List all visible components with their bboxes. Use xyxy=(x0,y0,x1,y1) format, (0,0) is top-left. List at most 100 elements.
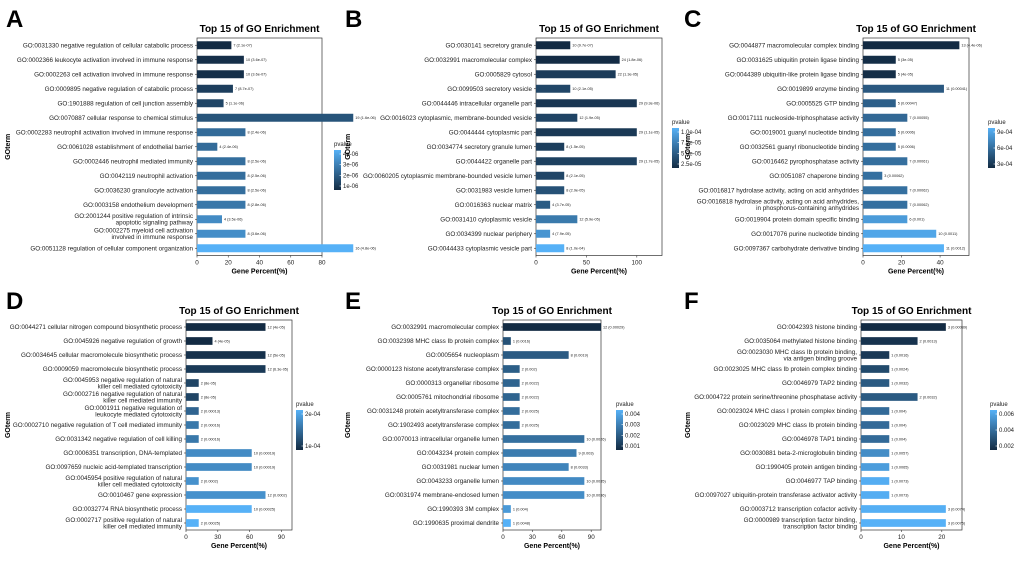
bar xyxy=(503,323,601,331)
y-tick-label: GO:0016462 pyrophosphatase activity xyxy=(752,158,860,165)
bar xyxy=(503,505,511,513)
panel-letter: F xyxy=(684,288,699,315)
bar-label: 29 (1.7e-05) xyxy=(639,160,660,164)
panel-letter: B xyxy=(345,6,362,33)
bar xyxy=(536,200,551,209)
y-tick-label: GO:0044389 ubiquitin-like protein ligase… xyxy=(725,71,860,78)
panel-e: E Top 15 of GO Enrichment 12 (0.00029) GO:0… xyxy=(345,288,641,550)
bar-label: 1 (0.0024) xyxy=(891,367,909,371)
y-tick-label: GO:0010467 gene expression xyxy=(98,492,183,499)
y-tick-label: GO:0044422 organelle part xyxy=(456,158,533,165)
y-tick-label: GO:0097027 ubiquitin-protein transferase… xyxy=(695,492,858,499)
y-tick-label: GO:0016817 hydrolase activity, acting on… xyxy=(698,187,859,194)
y-tick-label: GO:0016363 nuclear matrix xyxy=(455,202,533,209)
y-tick-label: GO:0046977 TAP binding xyxy=(786,478,858,485)
bar-label: 12 (4e-05) xyxy=(268,325,286,329)
y-tick-label: GO:0019904 protein domain specific bindi… xyxy=(735,216,860,223)
x-tick-label: 0 xyxy=(534,260,538,267)
legend-colorbar xyxy=(616,410,623,450)
y-tick-label: GO:0031330 negative regulation of cellul… xyxy=(23,42,193,49)
y-tick-label: GO:0032991 macromolecular complex xyxy=(424,57,533,64)
bar-label: 1 (0.004) xyxy=(891,423,907,427)
x-tick-label: 50 xyxy=(583,260,591,267)
legend-label: 1e-06 xyxy=(343,184,359,190)
bar-label: 2 (0.0032) xyxy=(920,395,938,399)
bar-label: 11 (0.00041) xyxy=(946,87,968,91)
bar-label: 8 (0.0019) xyxy=(571,353,589,357)
x-tick-label: 20 xyxy=(225,260,233,267)
y-tick-label: GO:0034774 secretory granule lumen xyxy=(427,144,533,151)
x-tick-label: 40 xyxy=(256,260,264,267)
x-tick-label: 0 xyxy=(195,260,199,267)
bar xyxy=(186,491,266,499)
y-tick-label: GO:0005525 GTP binding xyxy=(786,100,859,107)
bar xyxy=(186,337,213,345)
y-tick-label: GO:0005829 cytosol xyxy=(475,71,532,78)
legend-colorbar xyxy=(334,150,341,190)
bar xyxy=(536,99,637,108)
bar xyxy=(503,351,569,359)
pvalue-legend: pvalue 0.004 0.003 0.002 0.001 xyxy=(616,402,641,450)
bar-label: 2 (8e-05) xyxy=(201,381,217,385)
bar xyxy=(503,393,520,401)
y-tick-label: GO:0036230 granulocyte activation xyxy=(94,187,193,194)
bar xyxy=(503,519,511,527)
bar-label: 4 (4e-05) xyxy=(215,339,231,343)
y-tick-label: GO:0045953 negative regulation of natura… xyxy=(63,377,182,384)
y-tick-label: GO:0043233 organelle lumen xyxy=(416,478,499,485)
legend-title: pvalue xyxy=(988,120,1006,126)
bar xyxy=(197,200,246,209)
bar-label: 7 (2.1e-07) xyxy=(233,44,252,48)
y-tick-label-cont: killer cell mediated immunity xyxy=(103,397,183,404)
chart-title: Top 15 of GO Enrichment xyxy=(200,24,320,35)
y-tick-label: GO:0044433 cytoplasmic vesicle part xyxy=(428,245,533,252)
chart-title: Top 15 of GO Enrichment xyxy=(539,24,659,35)
bar-label: 7 (0.00062) xyxy=(909,203,929,207)
y-tick-label: GO:0005654 nucleoplasm xyxy=(426,352,499,359)
bar-label: 1 (0.0065) xyxy=(891,465,909,469)
x-axis-title: Gene Percent(%) xyxy=(524,543,580,550)
x-tick-label: 30 xyxy=(214,534,222,541)
y-tick-label: GO:0070887 cellular response to chemical… xyxy=(49,115,193,122)
y-tick-label: GO:0000123 histone acetyltransferase com… xyxy=(366,366,500,373)
bar xyxy=(861,463,890,471)
bar-label: 29 (1.1e-05) xyxy=(639,131,660,135)
legend-label: 0.001 xyxy=(625,444,641,450)
bar xyxy=(197,128,246,137)
y-tick-label-cont: leukocyte mediated cytotoxicity xyxy=(95,411,183,418)
bar-label: 2 (8e-05) xyxy=(201,395,217,399)
legend-title: pvalue xyxy=(296,402,314,408)
y-axis-title: GOterm xyxy=(345,412,352,438)
legend-colorbar xyxy=(990,410,997,450)
bar-label: 5 (3e-05) xyxy=(898,58,914,62)
y-tick-label: GO:0016023 cytoplasmic, membrane-bounded… xyxy=(380,115,532,122)
y-tick-label: GO:0031625 ubiquitin protein ligase bind… xyxy=(736,57,859,64)
x-tick-label: 80 xyxy=(318,260,326,267)
bar xyxy=(863,99,896,108)
bar xyxy=(197,113,354,122)
bar-label: 12 (6.3e-05) xyxy=(268,367,289,371)
bar-label: 1 (0.0048) xyxy=(513,521,531,525)
bar-label: 8 (1.5e-05) xyxy=(566,145,585,149)
bar xyxy=(861,379,890,387)
bar xyxy=(863,41,960,50)
pvalue-legend: pvalue 1.0e-04 7.5e-05 5.0e-05 2.5e-05 xyxy=(672,120,702,168)
y-tick-label: GO:0070013 intracellular organelle lumen xyxy=(382,436,499,443)
bar-label: 2 (0.0025) xyxy=(522,409,540,413)
x-tick-label: 30 xyxy=(529,534,537,541)
y-tick-label: GO:1901888 regulation of cell junction a… xyxy=(58,100,194,107)
bar-label: 1 (0.0073) xyxy=(891,493,909,497)
x-tick-label: 0 xyxy=(859,534,863,541)
bar xyxy=(863,84,944,93)
panel-letter: A xyxy=(6,6,23,33)
y-tick-label-cont: killer cell mediated cytotoxicity xyxy=(98,481,183,488)
y-axis-title: GOterm xyxy=(345,134,352,160)
bar-label: 7 (0.00055) xyxy=(909,116,929,120)
bar-label: 10 (0.00019) xyxy=(254,465,276,469)
y-tick-label: GO:0002283 neutrophil activation involve… xyxy=(16,129,194,136)
bar-label: 3 (0.00062) xyxy=(884,174,904,178)
bar xyxy=(863,113,908,122)
y-tick-label: GO:0031981 nuclear lumen xyxy=(422,464,500,471)
y-tick-label: GO:1990635 proximal dendrite xyxy=(413,520,500,527)
bar xyxy=(863,244,944,253)
